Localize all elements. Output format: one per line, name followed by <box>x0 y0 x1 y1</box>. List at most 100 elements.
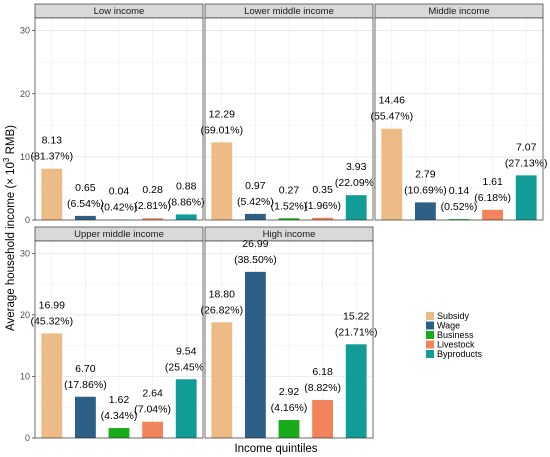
value-label: 2.79 <box>415 168 436 180</box>
y-tick-label: 0 <box>25 433 30 443</box>
value-label: 2.64 <box>142 388 163 400</box>
legend-swatch <box>426 350 434 358</box>
value-label: 0.04 <box>109 186 130 198</box>
percent-label: (10.69%) <box>404 184 447 196</box>
facet-title: Middle income <box>428 6 489 17</box>
value-label: 0.88 <box>176 180 197 192</box>
bar <box>278 218 300 220</box>
percent-label: (1.52%) <box>271 200 308 212</box>
value-label: 26.99 <box>242 238 268 250</box>
value-label: 15.22 <box>343 310 369 322</box>
bar <box>108 428 130 438</box>
legend-label: Subsidy <box>437 311 470 321</box>
y-axis-label: Average household income (× 103 RMB) <box>2 125 17 331</box>
percent-label: (6.18%) <box>474 192 511 204</box>
bar <box>244 213 266 220</box>
bar <box>482 209 504 220</box>
y-tick-label: 10 <box>20 371 30 381</box>
value-label: 3.93 <box>346 161 367 173</box>
value-label: 12.29 <box>209 108 235 120</box>
legend-label: Wage <box>437 321 460 331</box>
bar <box>41 168 63 220</box>
bar <box>175 379 197 438</box>
percent-label: (25.45%) <box>165 361 208 373</box>
value-label: 7.07 <box>516 141 537 153</box>
percent-label: (81.37%) <box>30 151 73 163</box>
value-label: 6.18 <box>312 366 333 378</box>
legend-swatch <box>426 331 434 339</box>
panel-border <box>34 240 204 439</box>
facet-panel: Middle income 14.46 (55.47%) 2.79 (10.69%) 0.… <box>370 3 548 221</box>
percent-label: (17.86%) <box>64 379 107 391</box>
percent-label: (26.82%) <box>200 304 243 316</box>
y-axis-label-unit: RMB) <box>5 125 17 158</box>
x-axis-label: Income quintiles <box>234 443 317 455</box>
percent-label: (55.47%) <box>370 111 413 123</box>
y-tick-label: 30 <box>20 248 30 258</box>
panel-border <box>204 17 374 221</box>
panel-border <box>204 240 374 439</box>
panels-layer: Low income 8.13 (81.37%) 0.65 (6.54%) 0.04 (0.… <box>20 3 548 443</box>
legend-swatch <box>426 340 434 349</box>
y-tick-label: 30 <box>20 26 30 36</box>
percent-label: (0.52%) <box>441 201 478 213</box>
value-label: 0.97 <box>245 180 266 192</box>
y-tick-label: 20 <box>20 310 30 320</box>
bar <box>278 420 300 438</box>
bar <box>345 195 367 220</box>
y-axis-label-main: Average household income (× 10 <box>5 162 17 331</box>
y-axis-label-superscript: 3 <box>2 157 11 162</box>
value-label: 2.92 <box>279 386 300 398</box>
percent-label: (4.34%) <box>101 410 138 422</box>
facet-panel: Low income 8.13 (81.37%) 0.65 (6.54%) 0.04 (0.… <box>20 3 205 225</box>
percent-label: (6.54%) <box>67 198 104 210</box>
bar <box>142 218 164 220</box>
value-label: 14.46 <box>379 95 405 107</box>
percent-label: (8.86%) <box>168 196 205 208</box>
percent-label: (2.81%) <box>134 200 171 212</box>
y-tick-label: 0 <box>25 215 30 225</box>
percent-label: (0.42%) <box>101 202 138 214</box>
value-label: 1.61 <box>482 176 503 188</box>
y-axis-title: Average household income (× 103 RMB) <box>2 125 17 331</box>
bar <box>312 399 334 438</box>
percent-label: (45.32%) <box>30 315 73 327</box>
bar <box>345 344 367 438</box>
percent-label: (5.42%) <box>237 196 274 208</box>
value-label: 0.27 <box>279 184 300 196</box>
facet-panel: High income 18.80 (26.82%) 26.99 (38.50%) 2.9… <box>200 226 378 439</box>
percent-label: (7.04%) <box>134 404 171 416</box>
bar <box>74 396 96 438</box>
facet-panel: Lower middle income 12.29 (69.01%) 0.97 (5.4… <box>200 3 378 221</box>
value-label: 0.65 <box>75 182 96 194</box>
panel-border <box>34 17 204 221</box>
value-label: 6.70 <box>75 363 96 375</box>
legend-swatch <box>426 312 434 320</box>
bar <box>74 215 96 220</box>
legend-swatch <box>426 321 434 330</box>
percent-label: (8.82%) <box>304 382 341 394</box>
bar <box>142 421 164 438</box>
percent-label: (22.09%) <box>335 177 378 189</box>
panel-border <box>374 17 544 221</box>
value-label: 0.14 <box>449 185 470 197</box>
value-label: 1.62 <box>109 394 130 406</box>
percent-label: (38.50%) <box>234 254 277 266</box>
value-label: 0.28 <box>142 184 163 196</box>
facet-title: Upper middle income <box>74 229 164 240</box>
y-tick-label: 10 <box>20 152 30 162</box>
legend-label: Byproducts <box>437 349 483 359</box>
percent-label: (21.71%) <box>335 326 378 338</box>
percent-label: (69.01%) <box>200 124 243 136</box>
bar <box>175 214 197 220</box>
bar <box>414 202 436 220</box>
value-label: 9.54 <box>176 345 197 357</box>
value-label: 18.80 <box>209 288 235 300</box>
bar <box>244 271 266 438</box>
bar <box>448 219 470 220</box>
bar <box>381 128 403 220</box>
bar <box>312 217 334 220</box>
bar <box>515 175 537 220</box>
bar <box>211 322 233 438</box>
